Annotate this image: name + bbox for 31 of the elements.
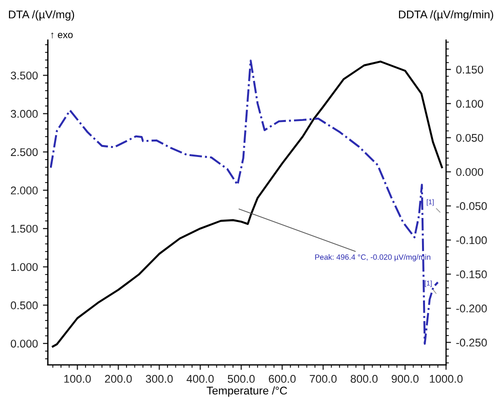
y-tick-label: 1.000 xyxy=(11,263,38,271)
y2-axis-title: DDTA /(µV/mg/min) xyxy=(399,10,494,21)
x-tick-label: 400.0 xyxy=(186,374,214,383)
x-tick-label: 600.0 xyxy=(268,374,296,383)
x-tick-label: 100.0 xyxy=(64,374,91,383)
x-tick-label: 700.0 xyxy=(310,374,337,383)
y-tick-label: 3.500 xyxy=(10,72,38,80)
y-tick-label: 2.000 xyxy=(10,186,38,194)
text: ↑ exo xyxy=(51,32,73,38)
y2-tick-label: -0.250 xyxy=(456,338,487,347)
y2-tick-label: -0.150 xyxy=(456,270,487,278)
x-tick-label: 500.0 xyxy=(228,374,255,383)
y2-tick-label: 0.050 xyxy=(456,134,484,142)
x-tick-label: 300.0 xyxy=(146,374,173,383)
y-tick-label: 0.000 xyxy=(10,340,38,348)
y2-tick-label: 0.100 xyxy=(456,100,484,108)
y-tick-label: 2.500 xyxy=(10,148,38,156)
y2-tick-label: -0.200 xyxy=(456,304,487,312)
x-axis-title: Temperature /°C xyxy=(206,386,288,397)
x-tick-label: 200.0 xyxy=(104,374,132,383)
x-tick-label: 800.0 xyxy=(350,374,378,383)
y-axis-title: DTA /(µV/mg) xyxy=(8,10,74,21)
y2-tick-label: 0.000 xyxy=(456,168,484,176)
y-tick-label: 0.500 xyxy=(10,301,38,310)
y2-tick-label: -0.100 xyxy=(456,236,487,244)
x-tick-label: 1000.0 xyxy=(430,374,463,383)
y2-tick-label: 0.150 xyxy=(456,66,484,74)
y-tick-label: 3.000 xyxy=(10,110,38,118)
y-tick-label: 1.500 xyxy=(11,224,38,233)
y2-tick-label: -0.050 xyxy=(456,202,487,210)
x-tick-label: 900.0 xyxy=(392,374,419,383)
